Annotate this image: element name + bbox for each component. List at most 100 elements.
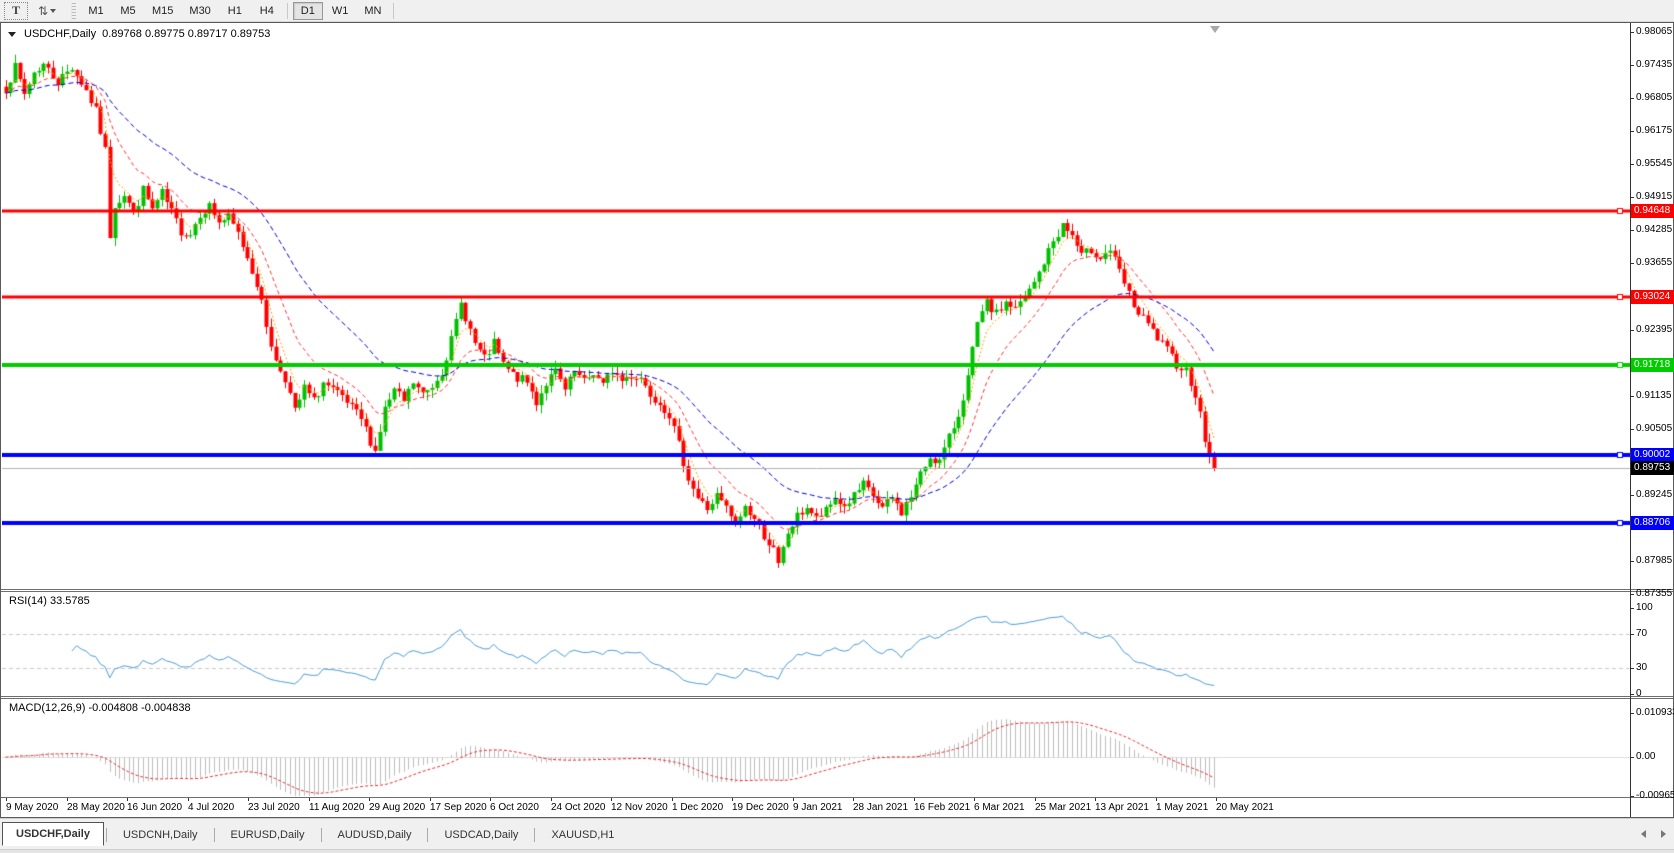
rsi-indicator-label: RSI(14) 33.5785 [7,595,92,607]
date-tick-mark [67,798,68,801]
price-tick-mark [1630,594,1634,595]
price-tick-label: 0.92395 [1636,324,1673,335]
level-price-label[interactable]: 0.91718 [1631,358,1674,372]
timeframe-button-m15[interactable]: M15 [152,4,174,17]
arrange-windows-button[interactable]: ⇅ [30,2,64,20]
date-tick-label: 11 Aug 2020 [309,802,365,813]
price-tick-mark [1630,396,1634,397]
dropdown-caret-icon[interactable] [8,31,16,37]
timeframe-button-h4[interactable]: H4 [259,4,274,17]
date-tick-mark [974,798,975,801]
tab-separator [427,828,429,842]
date-tick-mark [188,798,189,801]
date-tick-label: 19 Dec 2020 [732,802,789,813]
date-tick-mark [248,798,249,801]
date-tick-mark [1216,798,1217,801]
toolbar-divider [286,2,288,19]
chart-tab-audusd[interactable]: AUDUSD,Daily [323,823,426,846]
timeframe-button-d1[interactable]: D1 [292,1,323,20]
chevron-down-icon [50,8,57,13]
date-tick-label: 16 Jun 2020 [127,802,183,813]
chart-tab-eurusd[interactable]: EURUSD,Daily [216,823,319,846]
timeframe-button-h1[interactable]: H1 [227,4,242,17]
rsi-tick-label: 30 [1636,662,1648,673]
chart-tab-usdcnh[interactable]: USDCNH,Daily [108,823,212,846]
date-tick-mark [369,798,370,801]
price-tick-label: 0.87985 [1636,555,1673,566]
toolbar: T ⇅ M1 M5 M15 M30 H1 H4 D1 W1 MN [0,0,1674,22]
date-tick-label: 6 Oct 2020 [490,802,539,813]
price-tick-mark [1630,131,1634,132]
price-tick-label: 0.87355 [1636,588,1673,599]
chart-ohlc-values: 0.89768 0.89775 0.89717 0.89753 [102,28,271,40]
chart-symbol-title: USDCHF,Daily [24,28,97,40]
macd-tick-mark [1630,713,1634,714]
chart-tab-xauusd[interactable]: XAUUSD,H1 [537,823,629,846]
date-axis[interactable]: 9 May 2020 28 May 2020 16 Jun 2020 4 Jul 20… [1,798,1630,817]
date-tick-label: 23 Jul 2020 [248,802,300,813]
price-tick-mark [1630,330,1634,331]
arrange-icon: ⇅ [37,3,49,18]
date-tick-label: 25 Mar 2021 [1035,802,1092,813]
level-price-label[interactable]: 0.88706 [1631,516,1674,530]
timeframe-button-m5[interactable]: M5 [120,4,136,17]
chart-tab-usdchf[interactable]: USDCHF,Daily [2,822,104,846]
panel-bottom-border [1,797,1673,798]
rsi-tick-label: 100 [1636,602,1653,613]
price-tick-mark [1630,164,1634,165]
chart-window: USDCHF,Daily 0.89768 0.89775 0.89717 0.8… [0,22,1674,818]
price-tick-label: 0.90505 [1636,423,1673,434]
tab-separator [213,828,215,842]
price-tick-label: 0.95545 [1636,158,1673,169]
level-price-label[interactable]: 0.94648 [1631,204,1674,218]
rsi-tick-mark [1630,634,1634,635]
timeframe-button-m30[interactable]: M30 [189,4,211,17]
price-tick-mark [1630,263,1634,264]
price-chart-canvas[interactable] [2,25,1631,798]
macd-tick-mark [1630,757,1634,758]
toolbar-grip [71,2,76,19]
chart-tab-usdcad[interactable]: USDCAD,Daily [430,823,533,846]
panel-separator-macd[interactable] [1,696,1673,699]
macd-tick-label: 0.00 [1636,751,1656,762]
price-tick-mark [1630,98,1634,99]
macd-tick-label: -0.009653 [1636,790,1674,801]
panel-separator-rsi[interactable] [1,589,1673,592]
price-tick-mark [1630,230,1634,231]
tab-scroll-left-button[interactable] [1641,830,1646,838]
date-tick-label: 12 Nov 2020 [611,802,668,813]
timeframe-button-m1[interactable]: M1 [88,4,104,17]
level-price-label[interactable]: 0.93024 [1631,290,1674,304]
date-tick-mark [611,798,612,801]
date-tick-mark [1095,798,1096,801]
price-tick-mark [1630,561,1634,562]
rsi-tick-label: 70 [1636,628,1648,639]
toolbar-divider [393,2,395,19]
date-tick-label: 28 Jan 2021 [853,802,909,813]
date-tick-label: 20 May 2021 [1216,802,1274,813]
timeframe-button-w1[interactable]: W1 [331,4,349,17]
date-tick-mark [793,798,794,801]
macd-tick-mark [1630,796,1634,797]
price-tick-label: 0.93655 [1636,257,1673,268]
rsi-tick-mark [1630,668,1634,669]
price-tick-label: 0.94285 [1636,224,1673,235]
level-price-label[interactable]: 0.90002 [1631,448,1674,462]
tab-separator [105,828,107,842]
timeframe-button-mn[interactable]: MN [364,4,382,17]
date-tick-mark [551,798,552,801]
price-tick-mark [1630,429,1634,430]
text-tool-button[interactable]: T [4,1,28,20]
date-tick-mark [430,798,431,801]
date-tick-mark [490,798,491,801]
date-tick-mark [1156,798,1157,801]
price-tick-label: 0.98065 [1636,26,1673,37]
chart-shift-marker[interactable] [1210,26,1220,33]
rsi-tick-mark [1630,694,1634,695]
date-tick-label: 13 Apr 2021 [1095,802,1149,813]
tab-scroll-right-button[interactable] [1661,830,1666,838]
price-tick-label: 0.96175 [1636,125,1673,136]
date-tick-label: 1 Dec 2020 [672,802,724,813]
chart-header: USDCHF,Daily 0.89768 0.89775 0.89717 0.8… [8,28,270,40]
